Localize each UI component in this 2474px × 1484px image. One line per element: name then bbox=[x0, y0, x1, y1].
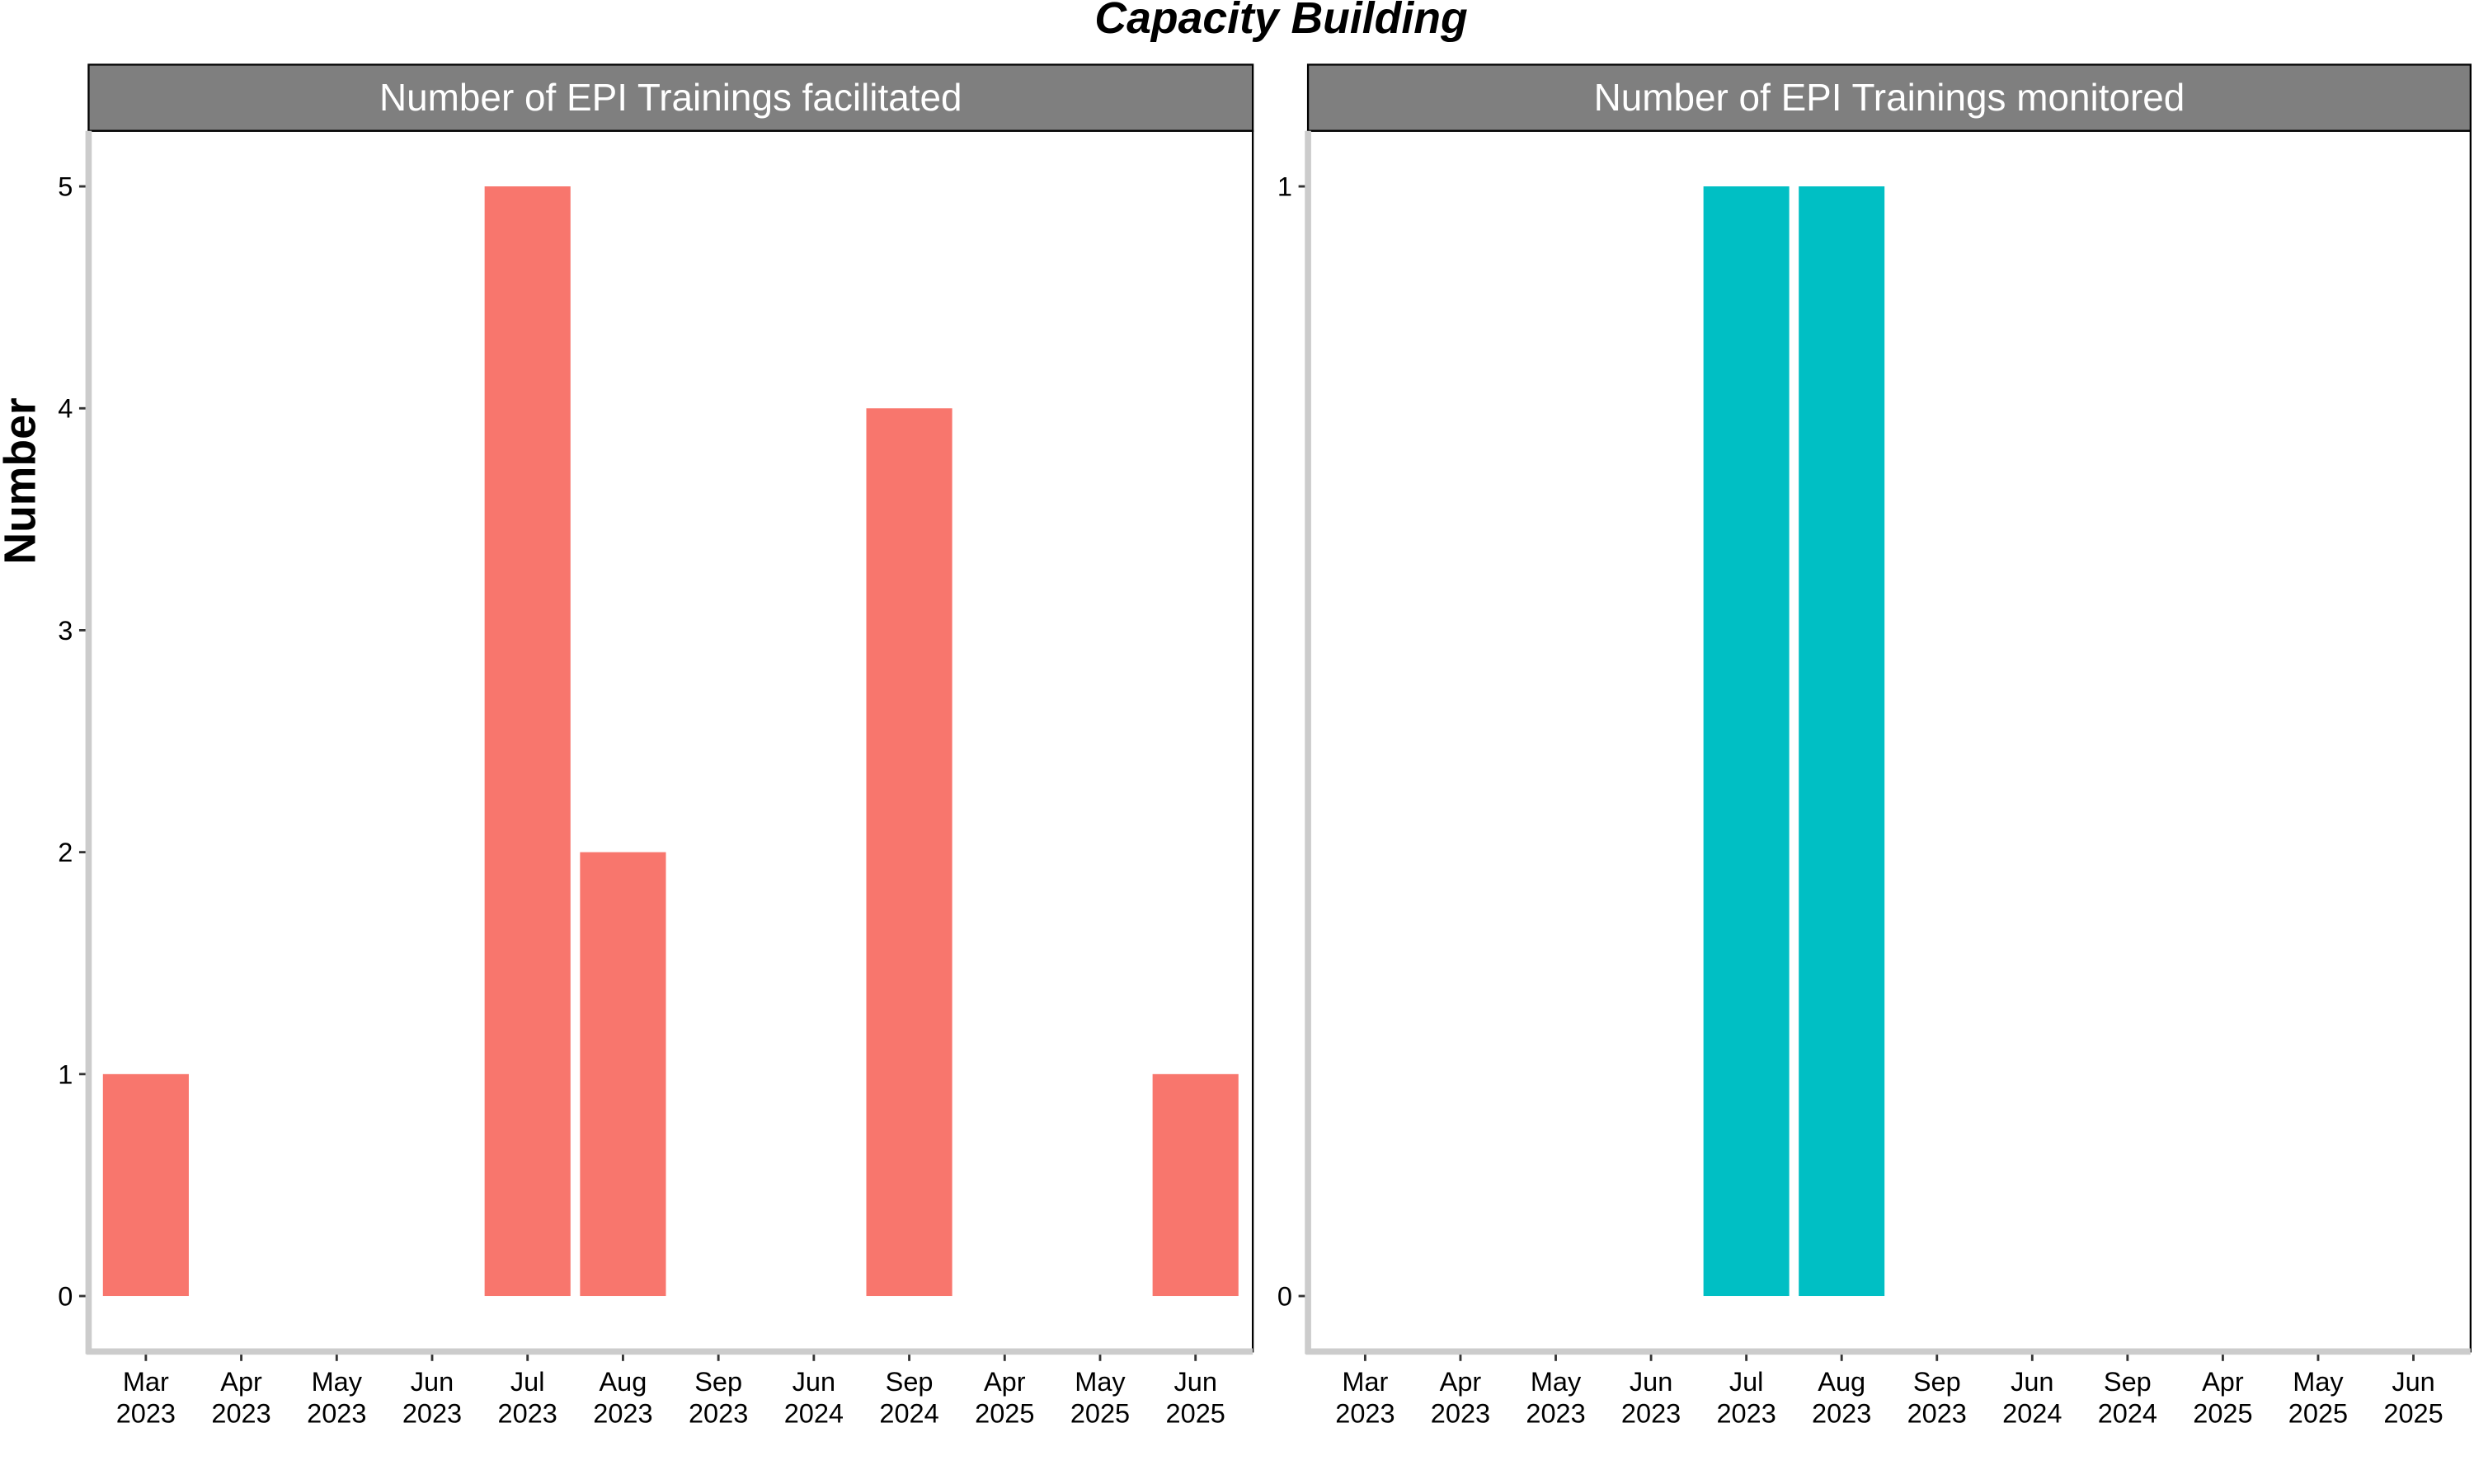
x-tick-label: Mar 2023 bbox=[1335, 1367, 1395, 1428]
y-tick-label: 0 bbox=[58, 1281, 73, 1311]
bar bbox=[102, 1073, 189, 1297]
x-tick-label-line: May bbox=[1075, 1367, 1126, 1397]
x-tick-label: Jun 2025 bbox=[1166, 1367, 1225, 1428]
x-tick-label-line: Aug bbox=[1818, 1367, 1865, 1397]
x-tick-label-line: 2025 bbox=[2383, 1398, 2443, 1428]
y-tick-label: 2 bbox=[58, 838, 73, 867]
x-tick-label-line: 2023 bbox=[593, 1398, 652, 1428]
x-tick-label-line: 2025 bbox=[2193, 1398, 2252, 1428]
x-tick-label-line: Sep bbox=[694, 1367, 742, 1397]
x-tick-label-line: Apr bbox=[2202, 1367, 2244, 1397]
x-tick-label-line: Aug bbox=[600, 1367, 647, 1397]
x-tick-label-line: 2023 bbox=[1335, 1398, 1395, 1428]
x-tick-label-line: 2025 bbox=[975, 1398, 1034, 1428]
x-tick-label: Sep 2023 bbox=[1907, 1367, 1967, 1428]
x-tick-label-line: 2023 bbox=[1526, 1398, 1585, 1428]
bar bbox=[1703, 186, 1790, 1297]
x-tick-label: Sep 2024 bbox=[879, 1367, 938, 1428]
x-tick-label-line: Sep bbox=[2104, 1367, 2152, 1397]
bar bbox=[1799, 186, 1885, 1297]
x-tick-label-line: 2023 bbox=[689, 1398, 748, 1428]
x-tick-label-line: 2024 bbox=[784, 1398, 844, 1428]
x-tick-label: Jul 2023 bbox=[498, 1367, 557, 1428]
x-tick-label-line: 2023 bbox=[1812, 1398, 1871, 1428]
panel bbox=[1306, 129, 2472, 1353]
x-tick-label: Jun 2024 bbox=[784, 1367, 844, 1428]
bar bbox=[484, 186, 571, 1297]
x-tick-label-line: 2023 bbox=[211, 1398, 270, 1428]
bar bbox=[580, 852, 666, 1297]
x-tick-label-line: Jun bbox=[793, 1367, 835, 1397]
x-tick-label-line: Mar bbox=[1342, 1367, 1388, 1397]
x-tick-label: May 2025 bbox=[2288, 1367, 2348, 1428]
x-tick-label-line: 2025 bbox=[1070, 1398, 1130, 1428]
x-tick-label-line: Sep bbox=[886, 1367, 934, 1397]
panel-title: Number of EPI Trainings facilitated bbox=[379, 76, 962, 119]
x-tick-label-line: 2024 bbox=[879, 1398, 938, 1428]
x-tick-label-line: 2024 bbox=[2098, 1398, 2157, 1428]
x-tick-label: Jun 2024 bbox=[2002, 1367, 2062, 1428]
x-tick-label: Jun 2025 bbox=[2383, 1367, 2443, 1428]
panel-strip bbox=[1306, 63, 2472, 132]
y-tick-label: 1 bbox=[1277, 172, 1292, 202]
x-tick-label-line: 2023 bbox=[307, 1398, 366, 1428]
bar bbox=[866, 408, 952, 1297]
panel-title: Number of EPI Trainings monitored bbox=[1594, 76, 2185, 119]
x-tick-label: Apr 2025 bbox=[975, 1367, 1034, 1428]
x-tick-label-line: May bbox=[312, 1367, 363, 1397]
x-tick-label-line: Jun bbox=[411, 1367, 454, 1397]
x-tick-label: Sep 2024 bbox=[2098, 1367, 2157, 1428]
x-tick-label-line: Jul bbox=[1729, 1367, 1764, 1397]
x-tick-label: Aug 2023 bbox=[1812, 1367, 1871, 1428]
x-tick-label-line: 2023 bbox=[116, 1398, 176, 1428]
panel bbox=[87, 129, 1254, 1353]
x-tick-label: Apr 2025 bbox=[2193, 1367, 2252, 1428]
x-tick-label-line: 2023 bbox=[1907, 1398, 1967, 1428]
x-tick-label: Apr 2023 bbox=[1431, 1367, 1490, 1428]
x-tick-label-line: Jun bbox=[1174, 1367, 1216, 1397]
x-tick-label: Apr 2023 bbox=[211, 1367, 270, 1428]
y-tick-label: 4 bbox=[58, 394, 73, 424]
x-tick-label-line: Apr bbox=[1440, 1367, 1482, 1397]
y-axis-label: Number bbox=[0, 397, 45, 564]
x-tick-label: May 2025 bbox=[1070, 1367, 1130, 1428]
x-tick-label-line: 2023 bbox=[1621, 1398, 1681, 1428]
y-tick-label: 1 bbox=[58, 1059, 73, 1089]
chart-title: Capacity Building bbox=[1094, 0, 1467, 43]
x-tick-label-line: May bbox=[2293, 1367, 2344, 1397]
y-tick-label: 3 bbox=[58, 616, 73, 646]
x-tick-label: Aug 2023 bbox=[593, 1367, 652, 1428]
x-tick-label-line: Jun bbox=[1630, 1367, 1672, 1397]
x-tick-label: Sep 2023 bbox=[689, 1367, 748, 1428]
x-tick-label: Jun 2023 bbox=[402, 1367, 462, 1428]
x-tick-label-line: Apr bbox=[984, 1367, 1026, 1397]
x-tick-label-line: 2023 bbox=[1431, 1398, 1490, 1428]
x-tick-label: May 2023 bbox=[307, 1367, 366, 1428]
x-tick-label: May 2023 bbox=[1526, 1367, 1585, 1428]
x-tick-label-line: May bbox=[1531, 1367, 1582, 1397]
x-tick-label-line: 2023 bbox=[498, 1398, 557, 1428]
x-tick-label-line: Jun bbox=[2392, 1367, 2434, 1397]
x-tick-label: Mar 2023 bbox=[116, 1367, 176, 1428]
x-tick-label-line: 2025 bbox=[2288, 1398, 2348, 1428]
x-tick-label-line: 2025 bbox=[1166, 1398, 1225, 1428]
bar bbox=[1152, 1073, 1239, 1297]
x-tick-label-line: 2023 bbox=[1716, 1398, 1776, 1428]
panel-strip bbox=[87, 63, 1254, 132]
x-tick-label-line: 2023 bbox=[402, 1398, 462, 1428]
x-tick-label-line: 2024 bbox=[2002, 1398, 2062, 1428]
x-tick-label: Jul 2023 bbox=[1716, 1367, 1776, 1428]
x-tick-label-line: Sep bbox=[1913, 1367, 1961, 1397]
x-tick-label-line: Jul bbox=[510, 1367, 545, 1397]
x-tick-label: Jun 2023 bbox=[1621, 1367, 1681, 1428]
x-tick-label-line: Apr bbox=[220, 1367, 262, 1397]
y-tick-label: 5 bbox=[58, 172, 73, 202]
x-tick-label-line: Mar bbox=[123, 1367, 169, 1397]
x-tick-label-line: Jun bbox=[2011, 1367, 2053, 1397]
y-tick-label: 0 bbox=[1277, 1281, 1292, 1311]
